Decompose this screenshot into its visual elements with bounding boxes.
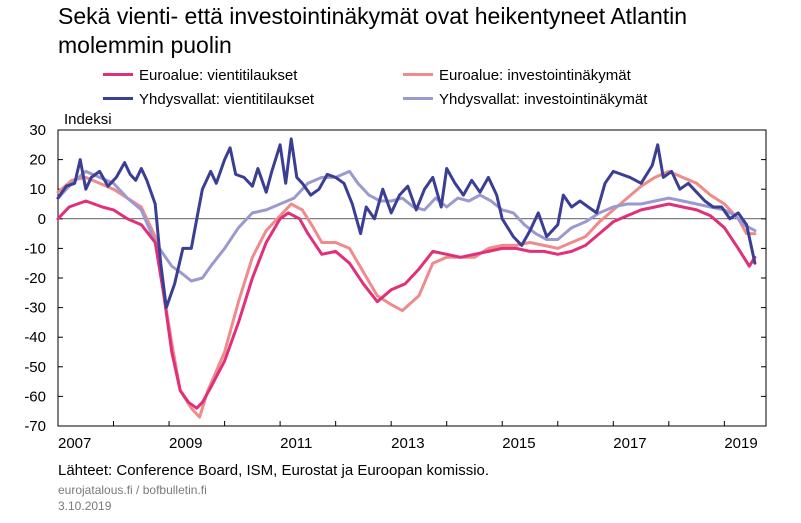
y-tick-label: -10 [24, 240, 46, 257]
x-tick-label: 2015 [502, 435, 535, 452]
y-tick-label: -60 [24, 388, 46, 405]
series-us-investment-line [56, 169, 757, 283]
x-tick-label: 2019 [724, 435, 757, 452]
y-tick-label: -40 [24, 329, 46, 346]
credit-note: eurojatalous.fi / bofbulletin.fi [58, 483, 207, 497]
y-tick-label: 0 [38, 211, 46, 228]
chart-title: Sekä vienti- että investointinäkymät ova… [58, 3, 688, 58]
y-tick-label: 10 [29, 181, 46, 198]
source-note: Lähteet: Conference Board, ISM, Eurostat… [58, 462, 490, 479]
y-tick-label: 20 [29, 152, 46, 169]
y-axis-unit-label: Indeksi [64, 111, 112, 128]
date-note: 3.10.2019 [58, 499, 112, 513]
y-tick-label: 30 [29, 122, 46, 139]
series-us-export-line [56, 137, 757, 310]
x-tick-label: 2007 [58, 435, 91, 452]
y-tick-label: -20 [24, 270, 46, 287]
y-tick-label: -30 [24, 300, 46, 317]
x-tick-label: 2017 [613, 435, 646, 452]
y-tick-label: -50 [24, 359, 46, 376]
x-tick-label: 2013 [391, 435, 424, 452]
series-euro-export-line [56, 199, 757, 410]
y-tick-label: -70 [24, 418, 46, 435]
x-tick-label: 2011 [280, 435, 312, 452]
x-tick-label: 2009 [169, 435, 202, 452]
